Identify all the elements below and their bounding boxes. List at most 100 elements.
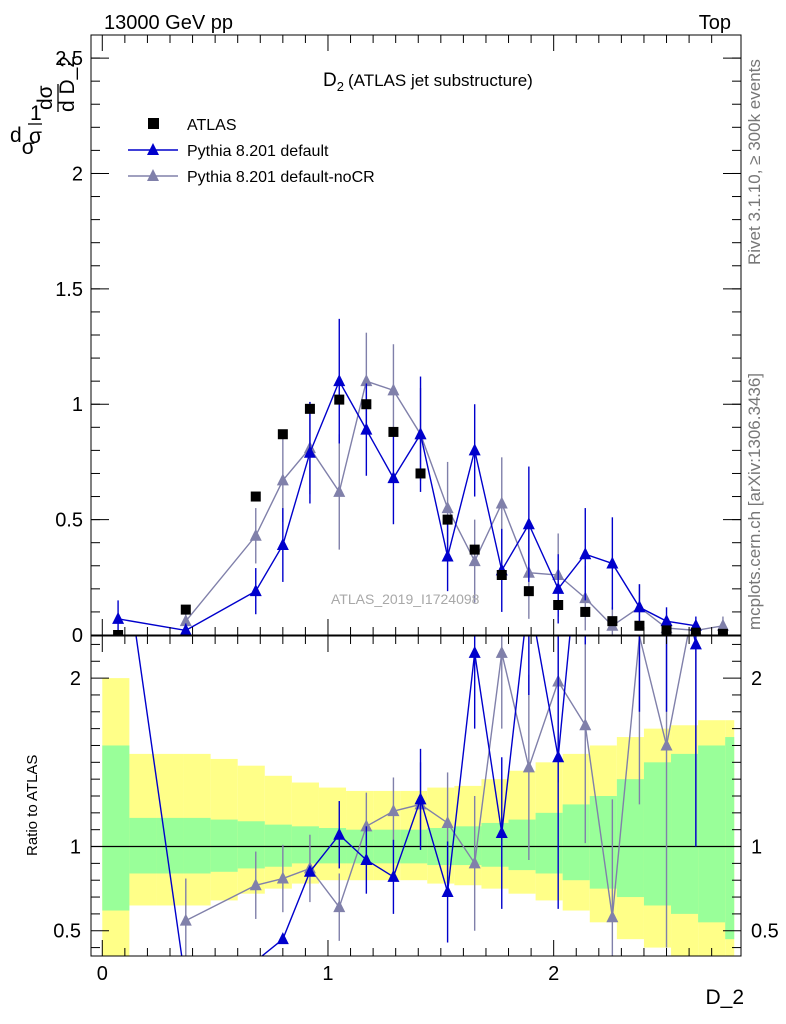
series-point	[249, 528, 262, 541]
series-point	[552, 581, 565, 594]
data-point	[717, 628, 728, 635]
process-label: Top	[699, 12, 731, 34]
rivet-label: Rivet 3.1.10, ≥ 300k events	[745, 59, 764, 265]
y-tick-label: 2	[72, 163, 83, 185]
series-point	[579, 547, 592, 560]
uncertainty-band-inner	[129, 817, 157, 874]
series-point	[495, 496, 508, 509]
ratio-y-tick-label-right: 1	[751, 837, 762, 859]
data-point	[277, 429, 288, 440]
ratio-point	[660, 738, 673, 751]
data-point	[607, 616, 618, 627]
ratio-point	[495, 645, 508, 658]
series-point	[414, 427, 427, 440]
data-point	[415, 468, 426, 479]
svg-text:dσ: dσ	[34, 85, 57, 110]
x-tick-label: 2	[548, 963, 559, 985]
ratio-point	[387, 804, 400, 817]
uncertainty-band-inner	[508, 819, 536, 871]
data-point	[634, 620, 645, 631]
series-point	[441, 501, 454, 514]
ratio-y-tick-label: 0.5	[53, 921, 81, 943]
ratio-point	[689, 637, 702, 650]
ratio-point	[579, 718, 592, 731]
uncertainty-band-inner	[237, 821, 265, 869]
data-point	[113, 630, 124, 635]
legend-marker	[147, 169, 159, 181]
series-point	[468, 443, 481, 456]
data-point	[496, 570, 507, 580]
legend-label: ATLAS	[187, 117, 237, 134]
ratio-point	[414, 792, 427, 805]
series-point	[276, 538, 289, 550]
data-point	[361, 399, 372, 410]
y-tick-label: 0.5	[55, 510, 83, 532]
ratio-point	[387, 869, 400, 882]
series-point	[276, 473, 289, 486]
uncertainty-band-inner	[102, 745, 130, 911]
legend: ATLAS Pythia 8.201 default Pythia 8.201 de…	[128, 117, 375, 186]
analysis-watermark: ATLAS_2019_I1724098	[331, 591, 480, 607]
ratio-y-tick-label: 1	[70, 837, 81, 859]
data-point	[250, 491, 261, 502]
x-tick-label: 1	[322, 963, 333, 985]
series-point	[112, 611, 125, 624]
x-axis-label: D_2	[705, 986, 744, 1009]
ratio-point	[333, 900, 346, 913]
ratio-point	[606, 910, 619, 923]
legend-label: Pythia 8.201 default-noCR	[187, 169, 375, 186]
energy-label: 13000 GeV pp	[104, 12, 233, 34]
legend-marker	[148, 118, 159, 129]
ratio-y-tick-label-right: 2	[751, 668, 762, 690]
legend-marker	[147, 143, 159, 155]
uncertainty-band-inner	[698, 745, 726, 923]
uncertainty-band-inner	[481, 822, 509, 867]
ratio-point	[179, 913, 192, 926]
x-tick-label: 0	[97, 963, 108, 985]
source-label: mcplots.cern.ch [arXiv:1306.3436]	[745, 373, 764, 630]
data-point	[690, 627, 701, 635]
series-point	[360, 422, 373, 435]
series-point	[522, 517, 535, 530]
ratio-point	[360, 819, 373, 832]
ratio-plot-panel: 0.5 0.5 1 1 2 2 0 1 2 Ratio to ATLAS D_2	[24, 635, 779, 1009]
series-point	[387, 471, 400, 484]
ratio-band-layer	[91, 636, 741, 956]
data-point	[388, 426, 399, 437]
ratio-point	[360, 853, 373, 865]
ratio-axis-label: Ratio to ATLAS	[24, 755, 41, 856]
series-point	[179, 623, 192, 635]
ratio-point	[468, 645, 481, 658]
uncertainty-band-inner	[671, 753, 699, 914]
uncertainty-band-inner	[291, 826, 319, 864]
data-point	[553, 600, 564, 610]
ratio-point	[333, 827, 346, 840]
data-point	[580, 606, 591, 617]
y-tick-label: 0	[72, 625, 83, 647]
ratio-point	[303, 864, 316, 877]
series-point	[716, 618, 729, 631]
series-point	[360, 374, 373, 387]
ratio-y-tick-label-right: 0.5	[751, 921, 779, 943]
svg-text:d D_2: d D_2	[56, 56, 79, 112]
series-point	[606, 556, 619, 569]
series-point	[660, 614, 673, 627]
main-plot-panel: 00.511.522.5 D2 (ATLAS jet substructure) …	[10, 34, 742, 647]
data-point	[442, 514, 453, 525]
series-point	[179, 614, 192, 627]
svg-text:dσ: dσ	[10, 124, 35, 159]
series-point	[333, 374, 346, 387]
ratio-point	[468, 856, 481, 869]
series-point	[441, 549, 454, 562]
plot-title: D2 (ATLAS jet substructure)	[323, 70, 533, 94]
uncertainty-band-inner	[183, 817, 211, 874]
uncertainty-band-inner	[156, 817, 184, 874]
series-point	[387, 383, 400, 396]
ratio-series-line	[185, 636, 689, 922]
series-point	[633, 600, 646, 613]
ratio-point	[522, 760, 535, 773]
uncertainty-band-inner	[264, 824, 292, 867]
ratio-point	[441, 815, 454, 828]
uncertainty-band-inner	[210, 819, 238, 872]
